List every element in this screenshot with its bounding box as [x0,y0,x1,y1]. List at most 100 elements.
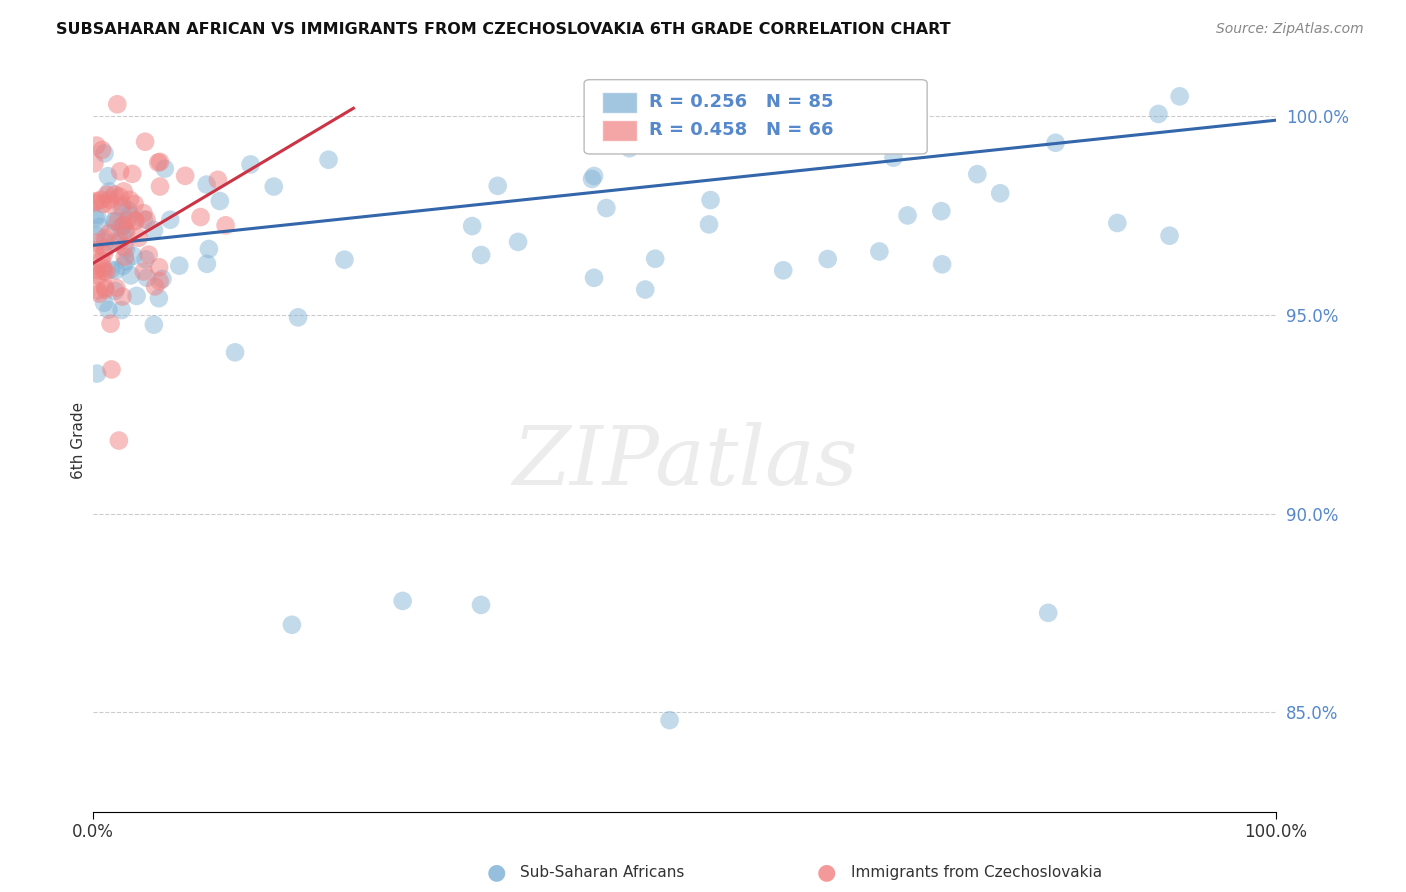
Point [658,713,681,727]
Point [94,283,117,297]
Point [287,310,309,325]
Point [470,248,492,262]
Point [159,212,181,227]
Point [100,262,122,277]
Point [149,179,172,194]
Point [114,223,136,237]
Point [115,242,138,256]
Point [124,214,146,228]
Point [263,179,285,194]
Point [506,235,529,249]
Point [868,244,890,259]
Point [142,318,165,332]
Point [89,219,111,234]
Point [115,225,138,239]
Point [105,97,128,112]
Text: Immigrants from Czechoslovakia: Immigrants from Czechoslovakia [851,865,1102,880]
Point [931,204,953,219]
Point [148,291,170,305]
Point [104,214,127,228]
Point [699,193,721,207]
Point [91,197,114,211]
Point [112,218,135,232]
Point [619,141,641,155]
Point [107,214,129,228]
Point [111,303,134,318]
Point [595,201,617,215]
Point [98,226,121,240]
Point [86,263,108,277]
Point [91,143,114,157]
Text: ●: ● [486,863,506,882]
Point [115,254,138,268]
Point [100,198,122,212]
Point [104,235,127,250]
Point [94,231,117,245]
Point [112,240,135,254]
Point [136,270,159,285]
Point [239,157,262,171]
Point [112,185,135,199]
Point [644,252,666,266]
Point [100,317,122,331]
Point [966,167,988,181]
Point [90,193,112,207]
Point [94,281,117,295]
Point [112,219,135,233]
Point [1038,606,1060,620]
Point [214,219,236,233]
Point [110,220,132,235]
Point [84,211,107,226]
Point [117,213,139,227]
Y-axis label: 6th Grade: 6th Grade [72,401,86,479]
Point [896,209,918,223]
Bar [602,120,637,141]
Point [87,268,110,283]
Point [118,193,141,207]
Point [84,194,107,208]
Point [135,212,157,227]
Bar [602,92,637,113]
Point [195,257,218,271]
Point [582,169,605,183]
Point [111,227,134,241]
Point [117,203,139,218]
Point [134,135,156,149]
Point [93,264,115,278]
Point [148,260,170,275]
FancyBboxPatch shape [583,79,927,154]
Point [195,178,218,192]
Point [333,252,356,267]
Point [114,250,136,264]
Point [134,252,156,267]
Point [907,132,929,146]
Text: ●: ● [817,863,837,882]
Point [98,185,121,199]
Point [224,345,246,359]
Point [93,295,115,310]
Point [83,156,105,170]
Text: R = 0.458   N = 66: R = 0.458 N = 66 [650,121,834,139]
Point [143,279,166,293]
Point [124,197,146,211]
Point [697,218,720,232]
Point [634,283,657,297]
Point [120,268,142,283]
Point [132,212,155,227]
Point [111,289,134,303]
Point [96,265,118,279]
Point [111,201,134,215]
Text: ZIPatlas: ZIPatlas [512,422,858,502]
Point [125,289,148,303]
Point [103,187,125,202]
Point [149,154,172,169]
Point [391,594,413,608]
Point [103,214,125,228]
Point [470,598,492,612]
Point [772,263,794,277]
Point [87,284,110,298]
Point [118,208,141,222]
Point [198,242,221,256]
Point [1045,136,1067,150]
Point [138,247,160,261]
